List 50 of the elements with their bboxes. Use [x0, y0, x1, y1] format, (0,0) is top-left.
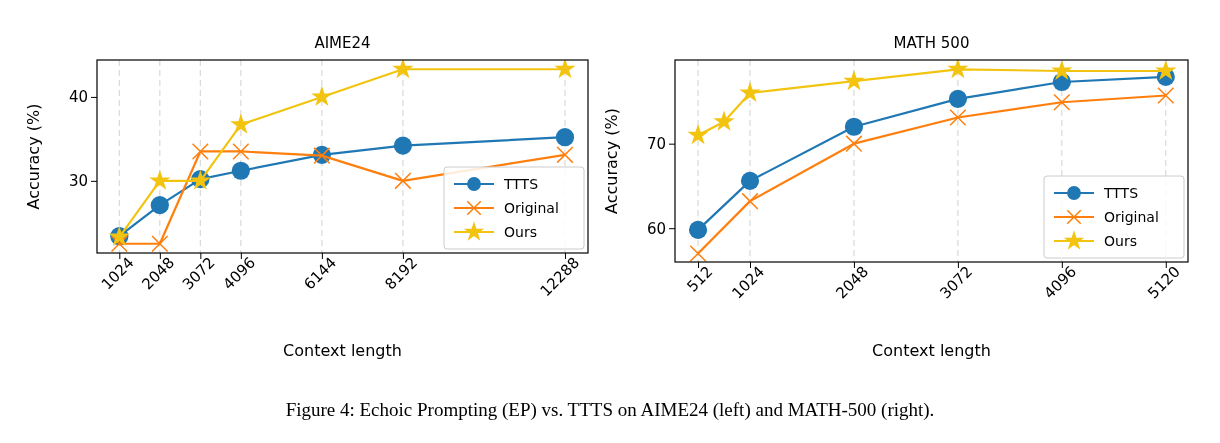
- point: [740, 171, 760, 190]
- legend-label: TTTS: [1103, 184, 1139, 201]
- point: [1053, 93, 1071, 111]
- y-axis-title: Accuracy (%): [24, 103, 43, 210]
- point: [689, 245, 707, 262]
- point: [110, 235, 128, 253]
- x-tick-label: 512: [683, 262, 717, 296]
- legend-label: TTTS: [503, 175, 539, 192]
- point: [554, 60, 576, 79]
- point: [393, 136, 413, 155]
- point: [1051, 60, 1073, 81]
- point: [231, 161, 250, 180]
- point: [149, 169, 171, 190]
- point: [843, 69, 865, 91]
- point: [687, 124, 709, 145]
- legend-label: Ours: [1104, 232, 1137, 249]
- point: [845, 135, 863, 153]
- chart-title: AIME24: [314, 34, 371, 52]
- point: [688, 220, 708, 239]
- point: [948, 89, 967, 108]
- point: [949, 108, 967, 127]
- point: [947, 60, 969, 79]
- point: [151, 235, 169, 253]
- point: [1157, 86, 1175, 105]
- caption: Figure 4: Echoic Prompting (EP) vs. TTTS on AIME24 (left) and MATH-500 (right).: [285, 399, 935, 421]
- point: [392, 60, 414, 79]
- point: [844, 117, 864, 136]
- point: [311, 85, 333, 106]
- y-tick-label: 30: [68, 172, 88, 191]
- point: [232, 142, 250, 160]
- legend-label: Ours: [504, 223, 537, 240]
- chart-title: MATH 500: [893, 34, 970, 52]
- legend-label: Original: [1104, 208, 1159, 225]
- y-tick-label: 60: [646, 219, 666, 238]
- point: [394, 172, 412, 190]
- point: [1155, 60, 1177, 81]
- point: [741, 192, 759, 210]
- point: [555, 128, 575, 147]
- y-axis-title: Accuracy (%): [602, 108, 621, 214]
- point: [713, 110, 735, 131]
- y-tick-label: 70: [646, 134, 666, 153]
- x-axis-title: Context length: [872, 341, 991, 360]
- point: [739, 81, 761, 102]
- x-axis-title: Context length: [283, 341, 402, 360]
- point: [556, 146, 574, 164]
- point: [150, 196, 169, 215]
- legend-label: Original: [504, 199, 559, 216]
- point: [230, 113, 252, 134]
- y-tick-label: 40: [68, 88, 88, 107]
- point: [191, 142, 209, 160]
